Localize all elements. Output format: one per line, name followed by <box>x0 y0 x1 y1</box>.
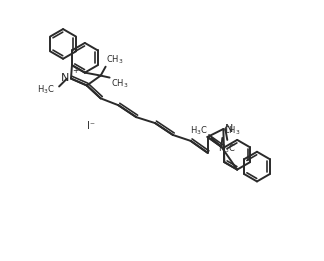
Text: CH$_3$: CH$_3$ <box>106 53 123 66</box>
Text: H$_3$C: H$_3$C <box>37 83 55 96</box>
Text: I⁻: I⁻ <box>87 121 95 131</box>
Text: CH$_3$: CH$_3$ <box>110 78 128 90</box>
Text: +: + <box>72 66 78 75</box>
Text: H$_3$C: H$_3$C <box>190 124 207 137</box>
Text: H$_3$C: H$_3$C <box>218 143 236 155</box>
Text: N: N <box>61 73 69 82</box>
Text: CH$_3$: CH$_3$ <box>223 124 241 137</box>
Text: N: N <box>225 124 234 134</box>
